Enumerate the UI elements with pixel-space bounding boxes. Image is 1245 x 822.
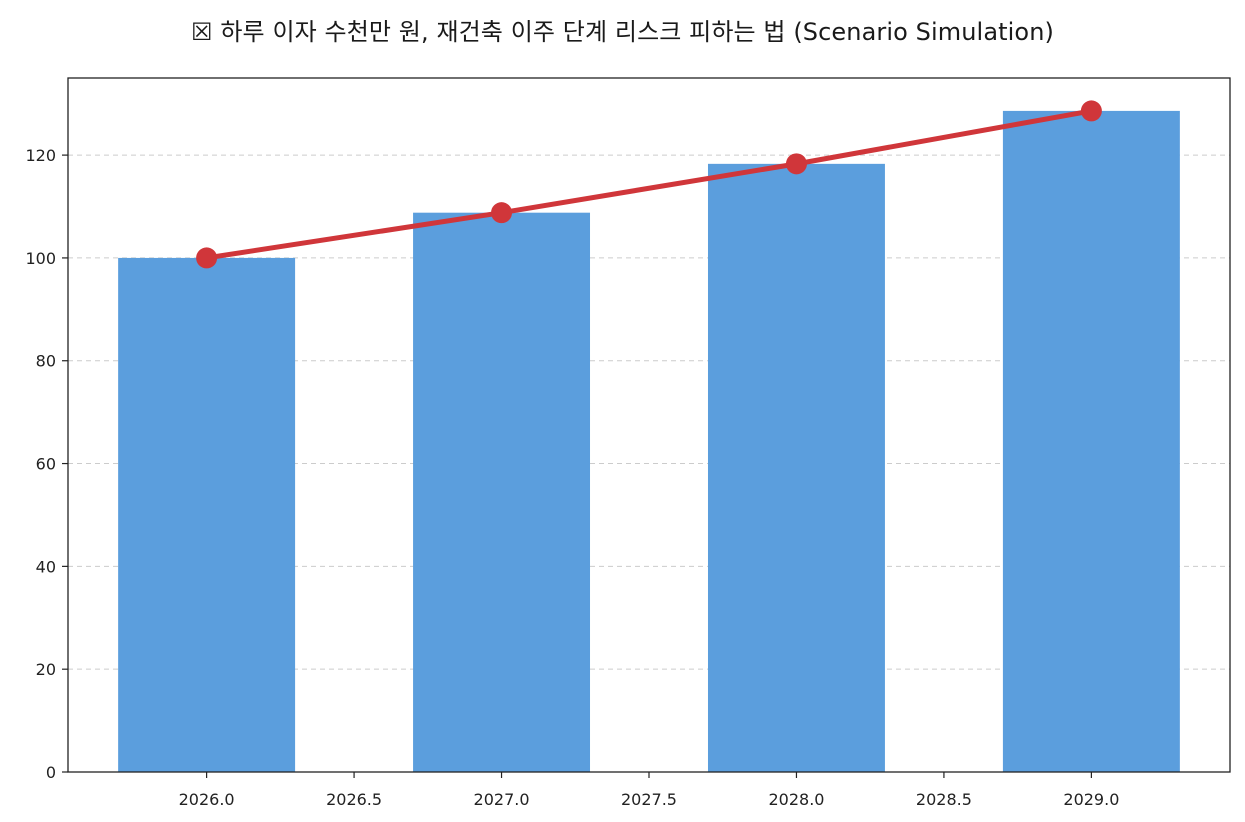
line-layer bbox=[196, 100, 1102, 269]
y-tick-label: 60 bbox=[36, 455, 56, 474]
x-tick-label: 2026.5 bbox=[326, 790, 382, 809]
y-tick-label: 0 bbox=[46, 763, 56, 782]
chart-title: ☒ 하루 이자 수천만 원, 재건축 이주 단계 리스크 피하는 법 (Scen… bbox=[191, 18, 1054, 46]
trend-line bbox=[204, 108, 1094, 261]
line-point-2027 bbox=[491, 202, 513, 224]
bar-2026 bbox=[118, 257, 296, 773]
y-tick-label: 100 bbox=[25, 249, 56, 268]
x-tick-label: 2028.5 bbox=[916, 790, 972, 809]
y-tick-label: 20 bbox=[36, 660, 56, 679]
bar-2028 bbox=[707, 163, 885, 773]
y-tick-label: 120 bbox=[25, 146, 56, 165]
bar-layer bbox=[118, 110, 1180, 773]
x-tick-label: 2027.0 bbox=[474, 790, 530, 809]
line-point-2029 bbox=[1080, 100, 1102, 122]
x-tick-label: 2029.0 bbox=[1063, 790, 1119, 809]
y-tick-label: 40 bbox=[36, 557, 56, 576]
x-tick-label: 2026.0 bbox=[179, 790, 235, 809]
bar-2027 bbox=[413, 212, 591, 773]
bar-2029 bbox=[1002, 110, 1180, 772]
axis-layer: 0 20 40 60 80 100 120 2026.0 2026.5 2027.0 2027.5 2… bbox=[25, 146, 1119, 809]
line-point-2028 bbox=[785, 153, 807, 175]
y-tick-label: 80 bbox=[36, 352, 56, 371]
x-tick-label: 2028.0 bbox=[768, 790, 824, 809]
x-tick-label: 2027.5 bbox=[621, 790, 677, 809]
line-point-2026 bbox=[196, 247, 218, 269]
